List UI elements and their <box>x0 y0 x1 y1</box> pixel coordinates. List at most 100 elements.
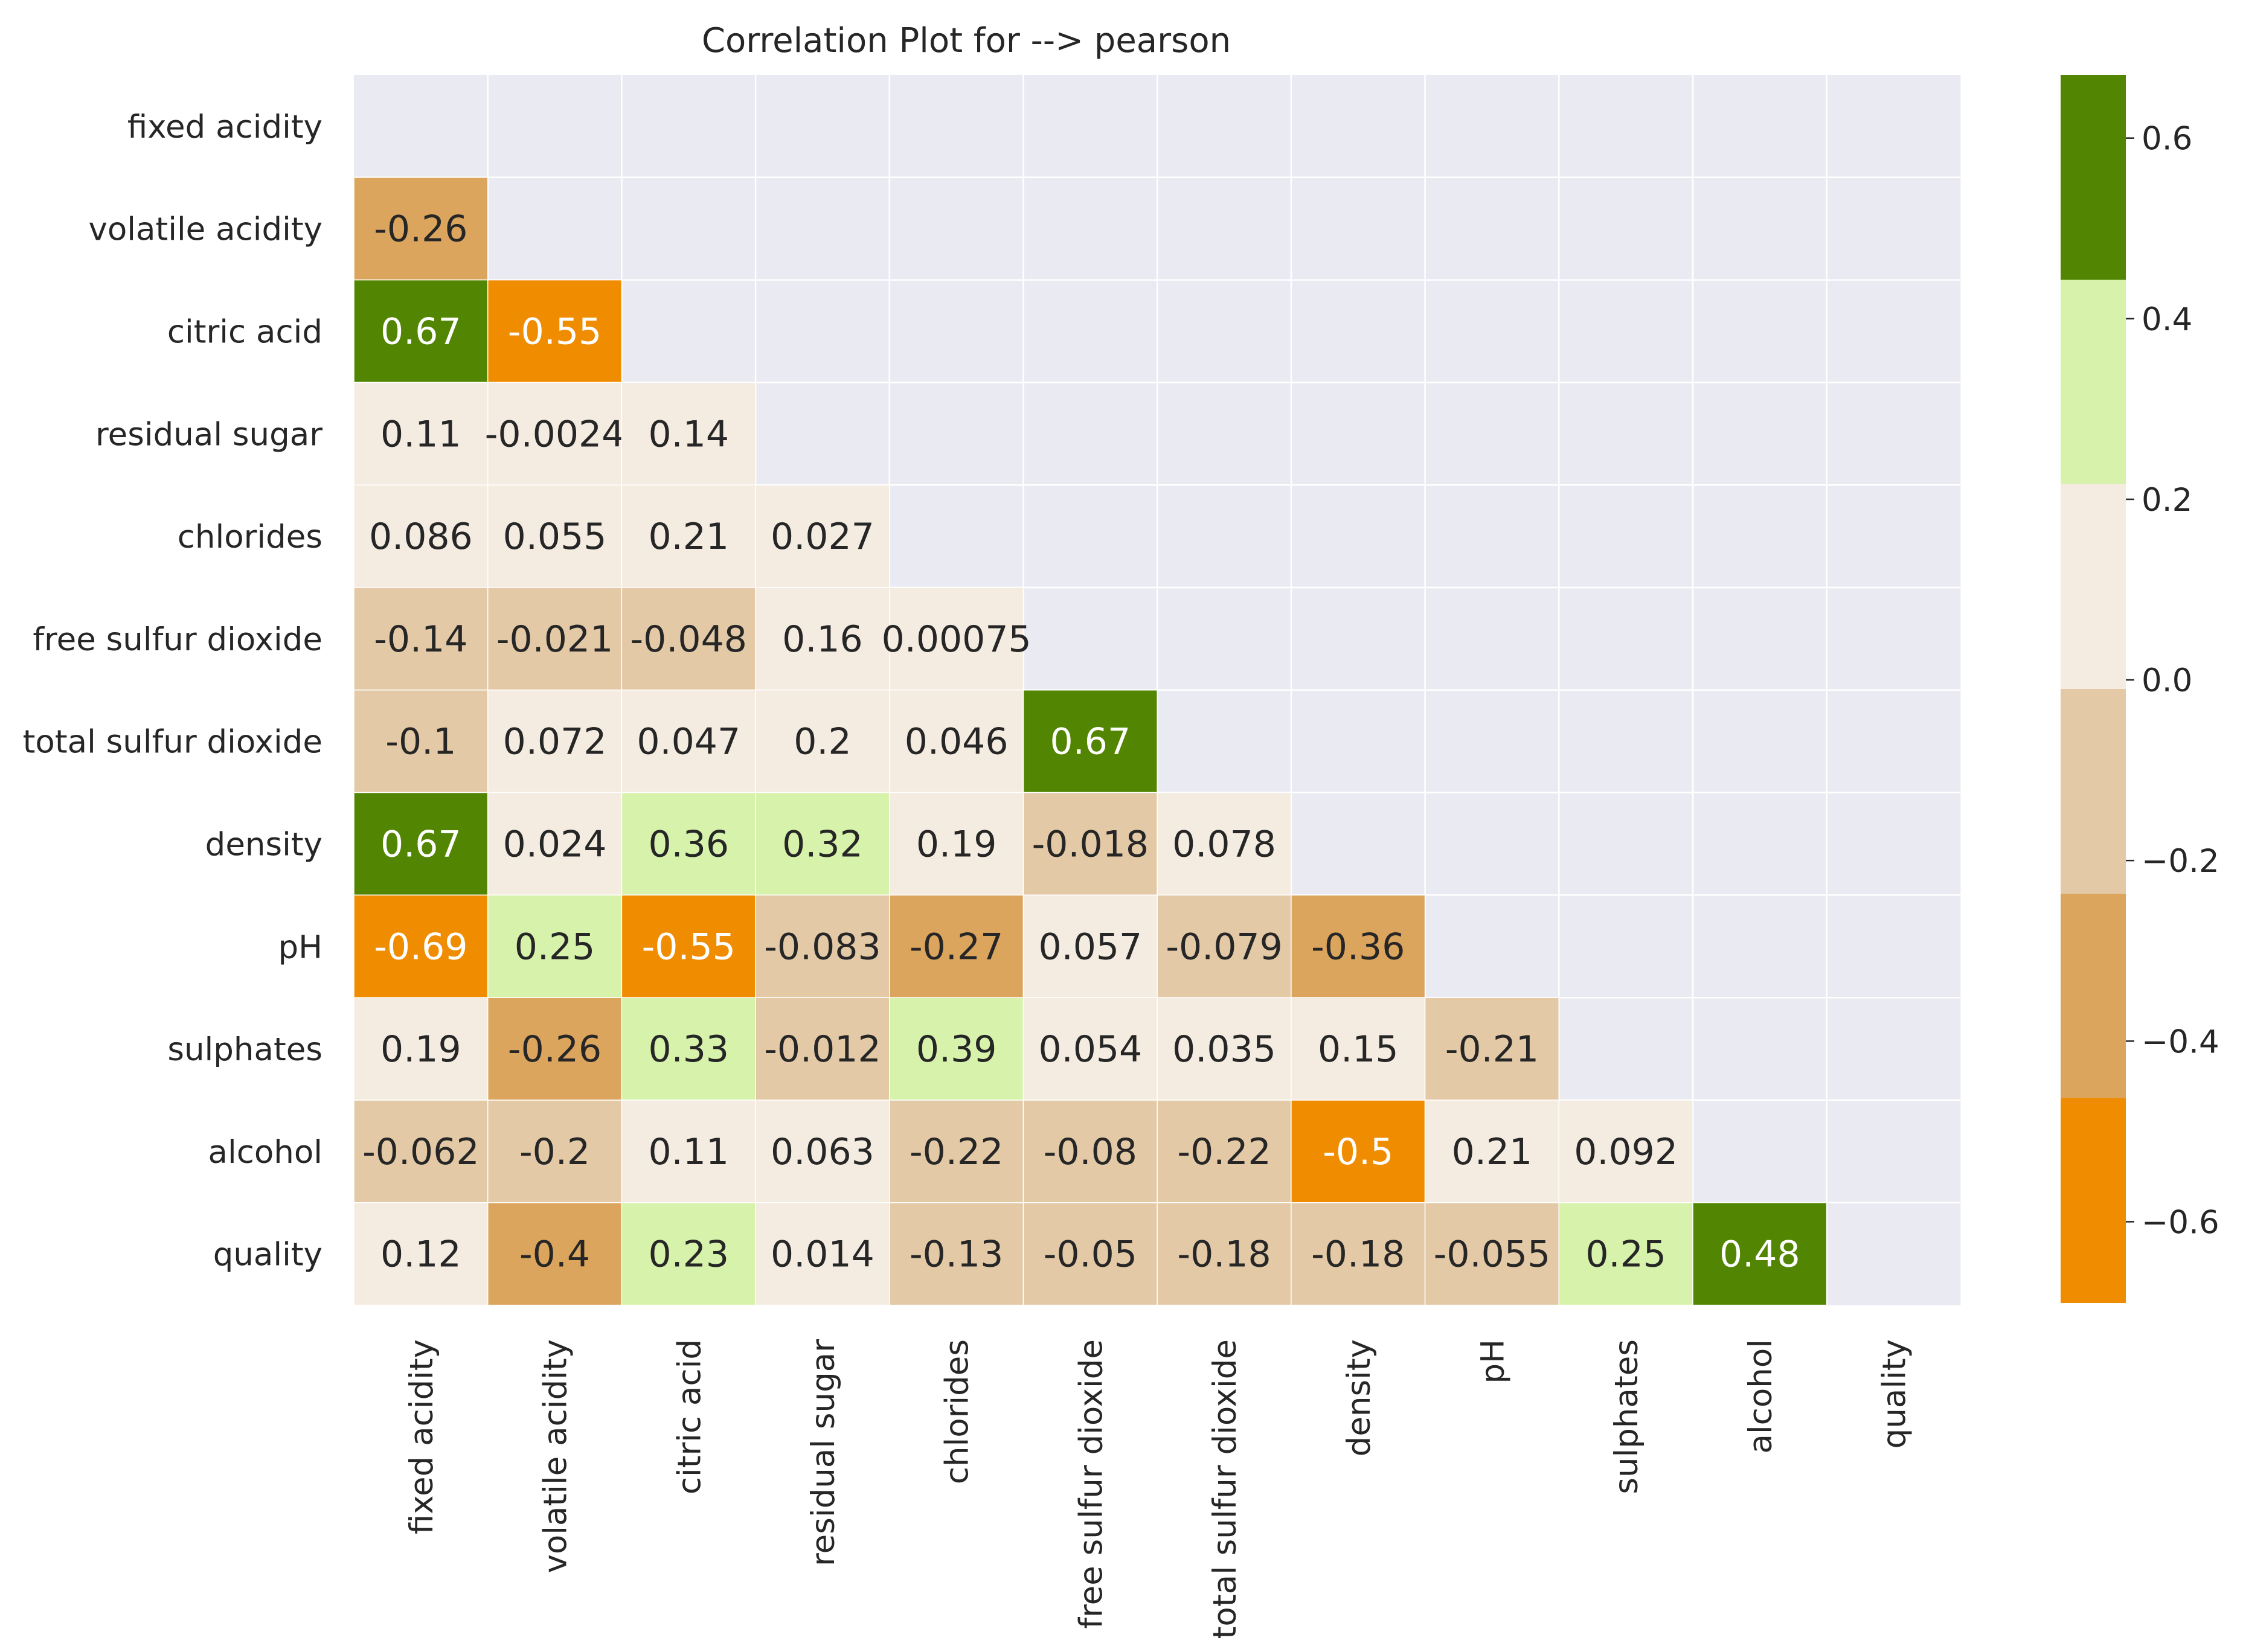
cell-value-label: 0.11 <box>380 413 461 455</box>
cell-value-label: 0.024 <box>503 824 607 866</box>
cell-value-label: -0.062 <box>362 1131 479 1173</box>
heatmap-cell <box>1291 894 1426 998</box>
cell-value-label: -0.2 <box>519 1131 590 1173</box>
x-axis-tick-labels: fixed acidity volatile acidity citric acid… <box>403 1339 1913 1639</box>
heatmap-cell <box>621 997 756 1101</box>
heatmap-cell <box>1157 1100 1292 1203</box>
heatmap-cell <box>1022 1202 1158 1306</box>
cell-value-label: 0.15 <box>1318 1028 1399 1071</box>
heatmap-cell <box>1157 997 1292 1101</box>
cell-value-label: 0.67 <box>380 311 461 353</box>
cell-value-label: 0.25 <box>515 926 595 968</box>
cell-value-label: -0.021 <box>496 618 613 661</box>
cell-value-label: 0.063 <box>771 1131 874 1173</box>
y-tick-label: quality <box>213 1237 322 1273</box>
cell-value-label: 0.67 <box>380 824 461 866</box>
heatmap-cell <box>889 1100 1024 1203</box>
heatmap-cell <box>755 894 890 998</box>
x-tick-label: pH <box>1474 1339 1511 1384</box>
cell-value-label: -0.18 <box>1311 1234 1405 1276</box>
y-tick-label: volatile acidity <box>88 211 322 248</box>
x-tick-label: alcohol <box>1742 1339 1779 1454</box>
heatmap-cell <box>889 1202 1024 1306</box>
heatmap-plot-area: -0.26 0.67 -0.55 0.11 -0.0024 0.14 0.086 0.055 0… <box>353 75 1961 1306</box>
cell-value-label: 0.057 <box>1038 926 1142 968</box>
heatmap-cell <box>353 484 489 588</box>
cell-value-label: 0.11 <box>648 1131 729 1173</box>
x-tick-label: sulphates <box>1608 1339 1645 1494</box>
heatmap-cell <box>755 587 890 691</box>
cell-value-label: -0.08 <box>1044 1131 1137 1173</box>
cell-value-label: -0.079 <box>1166 926 1282 968</box>
cell-value-label: 0.078 <box>1172 824 1276 866</box>
colorbar-tick-label: −0.4 <box>2142 1023 2219 1060</box>
heatmap-cell <box>487 587 623 691</box>
heatmap-cell <box>1022 690 1158 793</box>
cell-value-label: 0.2 <box>794 721 851 763</box>
cell-value-label: -0.0024 <box>485 413 625 455</box>
cell-value-label: -0.083 <box>764 926 881 968</box>
cell-value-label: -0.018 <box>1032 824 1149 866</box>
x-tick-label: free sulfur dioxide <box>1073 1339 1109 1629</box>
heatmap-cell <box>1558 1202 1693 1306</box>
cell-value-label: 0.046 <box>905 721 1009 763</box>
heatmap-cell <box>353 997 489 1101</box>
cell-value-label: -0.5 <box>1323 1131 1393 1173</box>
heatmap-cell <box>621 1100 756 1203</box>
heatmap-cell <box>1022 894 1158 998</box>
cell-value-label: -0.14 <box>374 618 467 661</box>
heatmap-cell <box>1157 894 1292 998</box>
heatmap-cell <box>1424 1100 1560 1203</box>
y-tick-label: sulphates <box>167 1031 322 1068</box>
colorbar-tick-label: 0.0 <box>2142 662 2192 699</box>
y-tick-label: pH <box>278 929 323 965</box>
heatmap-cell <box>353 382 489 485</box>
cell-value-label: 0.055 <box>503 516 607 558</box>
y-tick-label: total sulfur dioxide <box>23 724 322 761</box>
cell-value-label: 0.072 <box>503 721 607 763</box>
heatmap-cell <box>1022 997 1158 1101</box>
heatmap-cell <box>1424 997 1560 1101</box>
cell-value-label: -0.22 <box>910 1131 1003 1173</box>
heatmap-cell <box>621 484 756 588</box>
cell-value-label: -0.36 <box>1311 926 1405 968</box>
y-tick-label: residual sugar <box>95 416 322 453</box>
y-tick-label: alcohol <box>208 1134 322 1171</box>
colorbar-tick-label: 0.4 <box>2142 301 2192 338</box>
cell-value-label: 0.092 <box>1574 1131 1678 1173</box>
x-tick-label: chlorides <box>939 1339 976 1484</box>
cell-value-label: -0.05 <box>1044 1234 1137 1276</box>
heatmap-cell <box>621 792 756 896</box>
heatmap-cell <box>889 997 1024 1101</box>
heatmap-cell <box>353 587 489 691</box>
colorbar: 0.6 0.4 0.2 0.0 −0.2 −0.4 −0.6 <box>2061 75 2219 1303</box>
cell-value-label: -0.4 <box>519 1234 590 1276</box>
colorbar-segment <box>2061 280 2126 484</box>
heatmap-cell <box>1157 792 1292 896</box>
cell-value-label: 0.33 <box>648 1028 729 1071</box>
colorbar-tick-label: −0.6 <box>2142 1204 2219 1241</box>
heatmap-cell <box>621 587 756 691</box>
cell-value-label: -0.18 <box>1177 1234 1271 1276</box>
x-tick-label: quality <box>1876 1339 1913 1449</box>
y-tick-label: free sulfur dioxide <box>33 621 322 658</box>
colorbar-tick-label: 0.6 <box>2142 121 2192 158</box>
x-tick-label: fixed acidity <box>403 1339 440 1534</box>
heatmap-cell <box>487 382 623 485</box>
heatmap-cell <box>1022 792 1158 896</box>
colorbar-segment <box>2061 689 2126 894</box>
heatmap-cell <box>889 587 1024 691</box>
heatmap-cell <box>353 177 489 281</box>
heatmap-cell <box>353 690 489 793</box>
colorbar-segment <box>2061 75 2126 280</box>
x-tick-label: citric acid <box>671 1339 708 1494</box>
heatmap-cell <box>1424 1202 1560 1306</box>
y-tick-label: fixed acidity <box>127 109 322 146</box>
heatmap-cell <box>889 792 1024 896</box>
heatmap-cell <box>1291 1202 1426 1306</box>
cell-value-label: 0.086 <box>369 516 473 558</box>
heatmap-cell <box>487 1100 623 1203</box>
heatmap-cell <box>755 1100 890 1203</box>
cell-value-label: -0.055 <box>1434 1234 1550 1276</box>
